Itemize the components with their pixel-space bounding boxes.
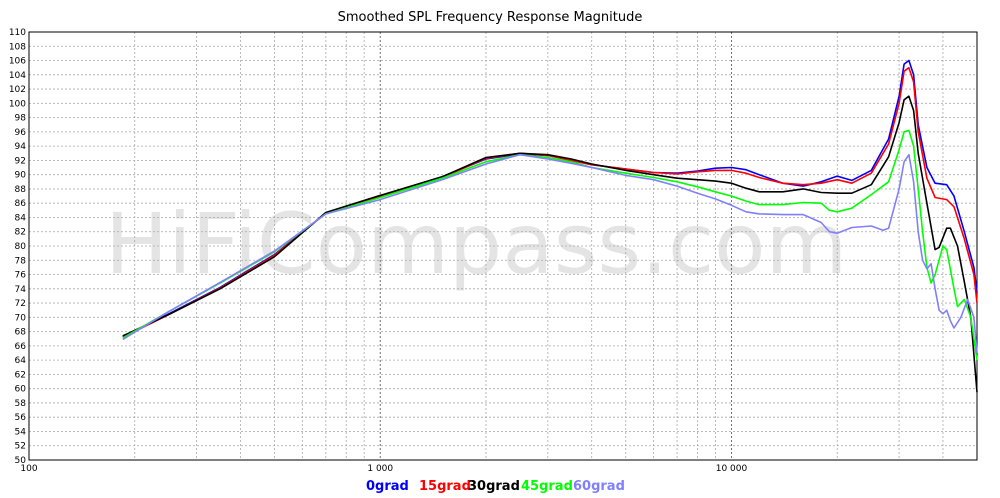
y-tick-label: 90: [15, 171, 27, 181]
y-tick-label: 68: [15, 328, 27, 338]
chart-title: Smoothed SPL Frequency Response Magnitud…: [338, 10, 643, 25]
watermark: HiFiCompass.com: [105, 195, 847, 293]
y-tick-label: 74: [15, 285, 27, 295]
y-tick-label: 50: [15, 456, 27, 466]
y-tick-label: 108: [9, 42, 26, 52]
y-tick-label: 72: [15, 299, 26, 309]
y-tick-label: 96: [15, 128, 27, 138]
x-tick-label: 10 000: [716, 464, 748, 474]
x-axis-ticks: 100 1 000 10 000: [20, 464, 747, 474]
y-tick-label: 104: [9, 71, 26, 81]
y-tick-label: 102: [9, 85, 26, 95]
series-line-60grad: [122, 153, 978, 354]
legend-item-30grad: 30grad: [468, 479, 520, 494]
y-tick-label: 94: [15, 142, 27, 152]
y-tick-label: 98: [15, 114, 27, 124]
y-tick-label: 66: [15, 342, 27, 352]
y-tick-label: 56: [15, 413, 27, 423]
series-line-30grad: [122, 95, 978, 393]
series-lines: [122, 59, 978, 393]
y-tick-label: 70: [15, 313, 27, 323]
y-tick-label: 78: [15, 256, 27, 266]
x-tick-label: 1 000: [367, 464, 393, 474]
y-tick-label: 62: [15, 370, 26, 380]
y-tick-label: 92: [15, 156, 26, 166]
y-tick-label: 100: [9, 99, 26, 109]
y-tick-label: 88: [15, 185, 27, 195]
y-axis-ticks: 50 52 54 56 58 60 62 64 66 68 70 72 74 76 78 80 82 84 86 88…: [9, 28, 26, 466]
y-tick-label: 54: [15, 427, 27, 437]
y-tick-label: 110: [9, 28, 26, 38]
x-tick-label: 100: [20, 464, 37, 474]
y-tick-label: 76: [15, 271, 27, 281]
legend-item-60grad: 60grad: [573, 479, 625, 494]
plot-frame: [28, 31, 978, 461]
legend-item-0grad: 0grad: [366, 479, 409, 494]
y-tick-label: 82: [15, 228, 26, 238]
y-tick-label: 64: [15, 356, 27, 366]
series-line-45grad: [122, 129, 978, 361]
y-tick-label: 58: [15, 399, 27, 409]
grid: [29, 32, 977, 460]
legend-item-45grad: 45grad: [521, 479, 573, 494]
y-tick-label: 84: [15, 213, 27, 223]
y-tick-label: 86: [15, 199, 27, 209]
y-tick-label: 106: [9, 57, 26, 67]
y-tick-label: 60: [15, 385, 27, 395]
y-tick-label: 80: [15, 242, 27, 252]
y-tick-label: 52: [15, 442, 26, 452]
legend-item-15grad: 15grad: [419, 479, 471, 494]
